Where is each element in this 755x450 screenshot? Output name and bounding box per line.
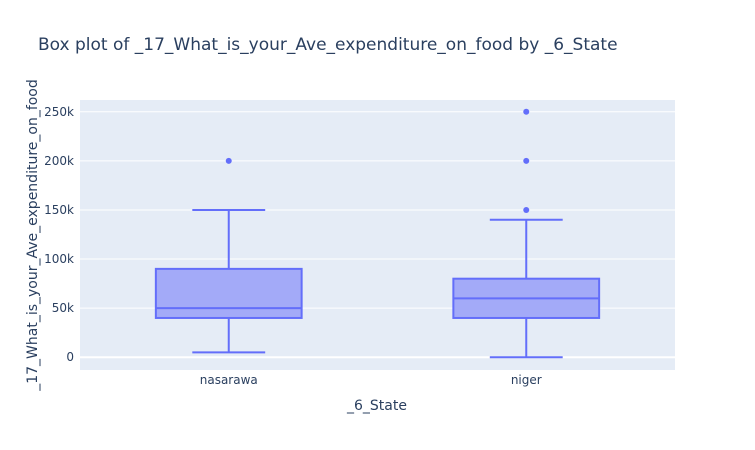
y-tick-label-3: 150k bbox=[44, 203, 74, 217]
outlier-point-0 bbox=[523, 206, 530, 213]
box-niger bbox=[452, 108, 601, 359]
y-tick-label-2: 100k bbox=[44, 252, 74, 266]
box-nasarawa bbox=[154, 157, 303, 354]
x-axis-title: _6_State bbox=[346, 398, 407, 414]
x-tick-label-1: niger bbox=[511, 373, 542, 387]
plot-area bbox=[80, 100, 675, 370]
iqr-box bbox=[154, 267, 303, 319]
y-tick-label-4: 200k bbox=[44, 154, 74, 168]
y-tick-labels: 0 50k 100k 150k 200k 250k bbox=[44, 105, 74, 364]
y-tick-label-5: 250k bbox=[44, 105, 74, 119]
y-tick-label-1: 50k bbox=[52, 301, 74, 315]
x-tick-label-0: nasarawa bbox=[200, 373, 258, 387]
outlier-point-0 bbox=[225, 157, 232, 164]
boxes bbox=[154, 108, 601, 359]
chart-title: Box plot of _17_What_is_your_Ave_expendi… bbox=[38, 35, 618, 55]
y-tick-label-0: 0 bbox=[66, 350, 74, 364]
outlier-point-2 bbox=[523, 108, 530, 115]
outlier-point-1 bbox=[523, 157, 530, 164]
x-tick-labels: nasarawa niger bbox=[200, 373, 542, 387]
y-axis-title: _17_What_is_your_Ave_expenditure_on_food bbox=[25, 79, 41, 392]
